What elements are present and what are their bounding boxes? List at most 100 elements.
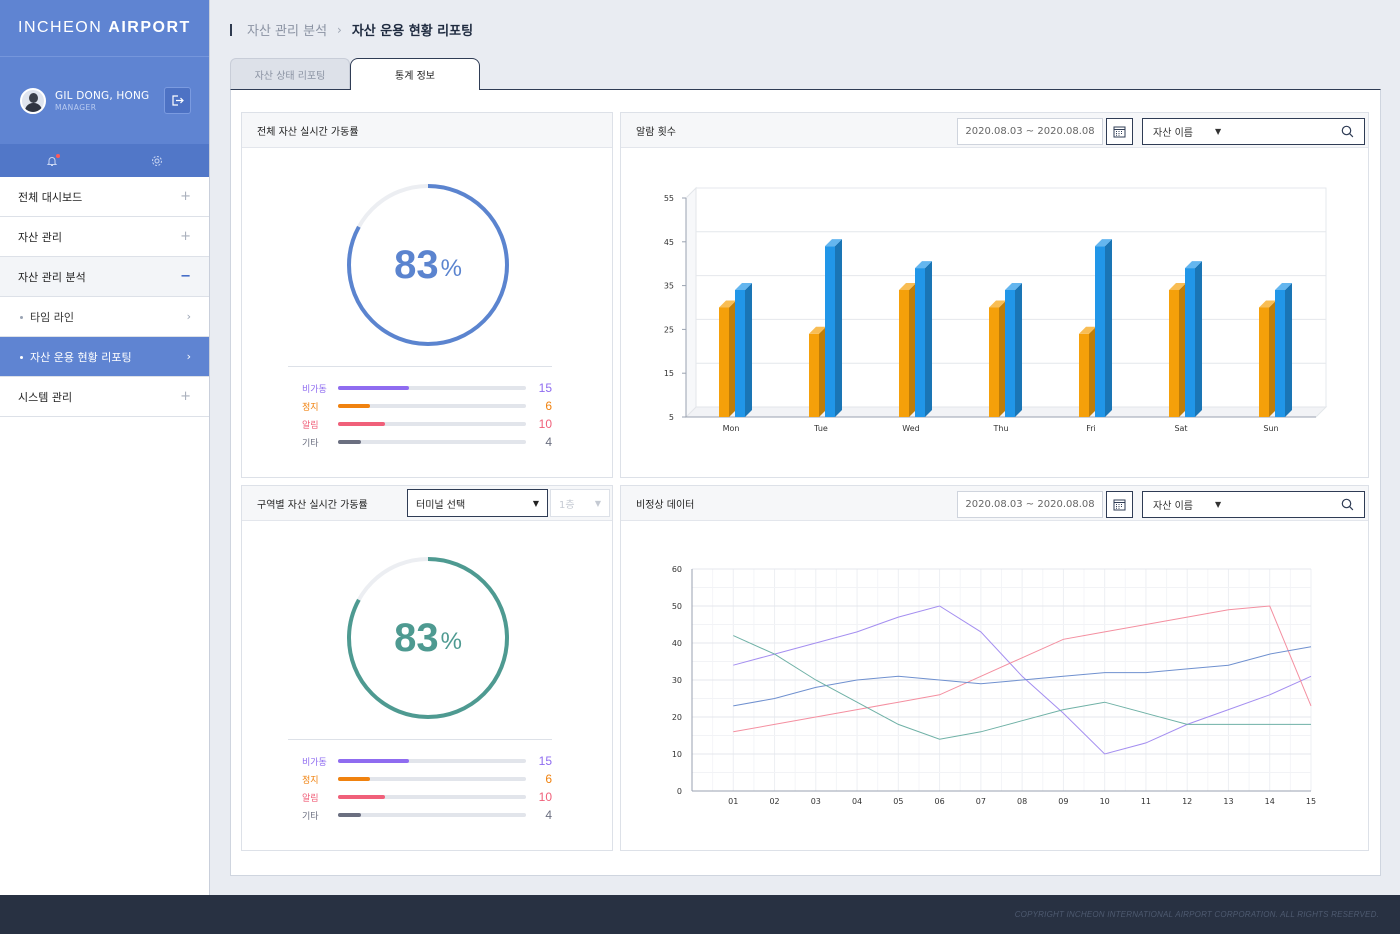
panel-title: 구역별 자산 실시간 가동률	[257, 499, 368, 511]
stat-value: 4	[545, 808, 552, 822]
date-range-field[interactable]: 2020.08.03 ~ 2020.08.08	[957, 118, 1103, 145]
y-tick-label: 15	[664, 369, 674, 378]
stat-fill	[338, 422, 385, 426]
stat-value: 10	[538, 417, 552, 431]
calendar-icon	[1113, 499, 1126, 511]
bar-top	[915, 261, 932, 269]
panel-abnormal-data: 비정상 데이터 2020.08.03 ~ 2020.08.08 자산 이름 ▼ 0…	[620, 485, 1369, 851]
bar-front	[735, 289, 745, 417]
nav-system-management[interactable]: 시스템 관리 +	[0, 377, 209, 417]
stat-track	[338, 386, 526, 390]
notifications-button[interactable]	[0, 144, 105, 177]
avatar	[20, 87, 46, 114]
nav-asset-reporting[interactable]: 자산 운용 현황 리포팅 ›	[0, 337, 209, 377]
y-tick-label: 35	[664, 282, 674, 291]
y-tick-label: 30	[672, 676, 682, 685]
bar	[1095, 239, 1112, 417]
breadcrumb: 자산 관리 분석 › 자산 운용 현황 리포팅	[230, 20, 473, 39]
y-tick-label: 40	[672, 639, 682, 648]
stat-fill	[338, 759, 410, 763]
bullet-icon	[20, 356, 23, 359]
stat-fill	[338, 440, 361, 444]
x-tick-label: Wed	[902, 424, 919, 433]
nav-timeline[interactable]: 타임 라인 ›	[0, 297, 209, 337]
availability-gauge: 83 %	[345, 182, 511, 348]
nav-dashboard[interactable]: 전체 대시보드 +	[0, 177, 209, 217]
copyright: COPYRIGHT INCHEON INTERNATIONAL AIRPORT …	[1014, 910, 1379, 919]
floor-select[interactable]: 1층 ▼	[550, 489, 610, 517]
sidebar: INCHEON AIRPORT GIL DONG, HONG MANAGER	[0, 0, 210, 895]
stat-value: 15	[538, 754, 552, 768]
bar-top	[1185, 261, 1202, 269]
stat-value: 4	[545, 435, 552, 449]
x-tick-label: 13	[1223, 797, 1233, 806]
stat-fill	[338, 386, 410, 390]
expand-icon: +	[180, 229, 191, 244]
tab-statistics[interactable]: 통계 정보	[350, 58, 480, 90]
calendar-button[interactable]	[1106, 491, 1133, 518]
bar-front	[915, 268, 925, 417]
bar	[735, 282, 752, 417]
nav-asset-management[interactable]: 자산 관리 +	[0, 217, 209, 257]
stat-value: 6	[545, 772, 552, 786]
x-tick-label: Sat	[1174, 424, 1187, 433]
gauge-value: 83	[394, 615, 439, 660]
asset-search-box[interactable]: 자산 이름 ▼	[1142, 118, 1365, 145]
bar-front	[989, 307, 999, 417]
x-tick-label: 11	[1141, 797, 1151, 806]
bar	[1169, 282, 1186, 417]
gauge-value: 83	[394, 242, 439, 287]
calendar-button[interactable]	[1106, 118, 1133, 145]
stat-row: 알림 10	[302, 790, 552, 804]
stat-track	[338, 440, 526, 444]
asset-select-label[interactable]: 자산 이름	[1153, 128, 1193, 139]
gauge-arc	[347, 557, 509, 719]
y-tick-label: 50	[672, 602, 682, 611]
bar-top	[719, 300, 736, 308]
bar-front	[809, 333, 819, 417]
breadcrumb-parent[interactable]: 자산 관리 분석	[247, 24, 328, 39]
chevron-down-icon[interactable]: ▼	[1214, 127, 1222, 136]
chevron-down-icon[interactable]: ▼	[1214, 500, 1222, 509]
terminal-select[interactable]: 터미널 선택 ▼	[407, 489, 548, 517]
stat-track	[338, 777, 526, 781]
bar-top	[735, 282, 752, 290]
bar-top	[1275, 282, 1292, 290]
asset-select-label[interactable]: 자산 이름	[1153, 501, 1193, 512]
y-tick-label: 5	[669, 413, 674, 422]
bar-front	[899, 289, 909, 417]
x-tick-label: Sun	[1263, 424, 1278, 433]
date-range-field[interactable]: 2020.08.03 ~ 2020.08.08	[957, 491, 1103, 518]
tab-asset-status[interactable]: 자산 상태 리포팅	[230, 58, 350, 90]
asset-search-box[interactable]: 자산 이름 ▼	[1142, 491, 1365, 518]
search-icon	[1341, 125, 1354, 138]
user-role: MANAGER	[55, 102, 97, 112]
stat-track	[338, 759, 526, 763]
x-tick-label: Mon	[723, 424, 740, 433]
footer: COPYRIGHT INCHEON INTERNATIONAL AIRPORT …	[0, 895, 1400, 934]
app-logo[interactable]: INCHEON AIRPORT	[0, 0, 209, 57]
stat-row: 기타 4	[302, 808, 552, 822]
logout-button[interactable]	[164, 87, 191, 114]
gauge-unit: %	[440, 255, 462, 282]
bar-side	[925, 261, 932, 417]
stat-row: 비가동 15	[302, 754, 552, 768]
calendar-icon	[1113, 126, 1126, 138]
terminal-select-label: 터미널 선택	[416, 499, 466, 511]
logo-bold: AIRPORT	[108, 19, 191, 36]
series-line	[733, 646, 1312, 707]
zone-availability-gauge: 83 %	[345, 555, 511, 721]
x-tick-label: 01	[728, 797, 738, 806]
settings-button[interactable]	[105, 144, 210, 177]
x-tick-label: 04	[852, 797, 862, 806]
y-tick-label: 45	[664, 238, 674, 247]
x-tick-label: 12	[1182, 797, 1192, 806]
search-button[interactable]	[1341, 498, 1354, 511]
search-button[interactable]	[1341, 125, 1354, 138]
bar-top	[989, 300, 1006, 308]
nav-asset-analysis[interactable]: 자산 관리 분석 −	[0, 257, 209, 297]
stat-fill	[338, 404, 370, 408]
x-tick-label: 07	[976, 797, 986, 806]
bar-side	[1105, 239, 1112, 417]
chart-side-wall	[685, 186, 697, 419]
